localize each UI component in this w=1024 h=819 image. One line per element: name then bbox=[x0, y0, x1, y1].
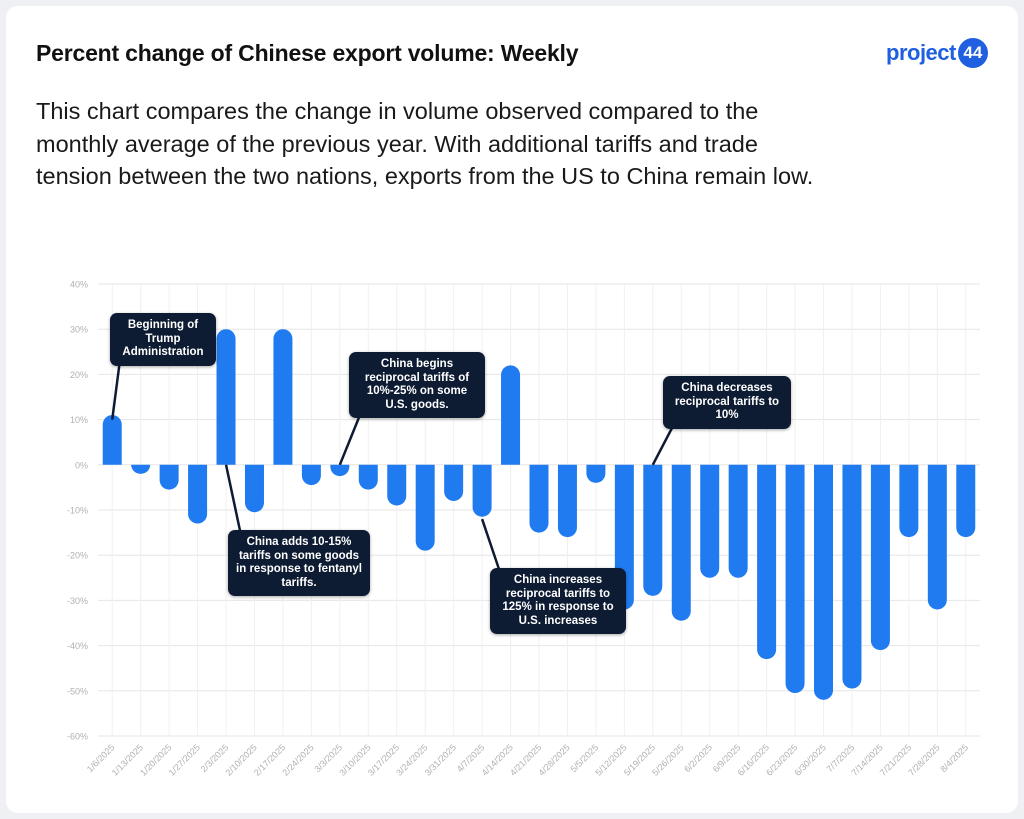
bar-6-9-2025 bbox=[728, 464, 748, 578]
y-tick-label: -10% bbox=[67, 506, 88, 516]
bar-7-7-2025 bbox=[842, 464, 862, 689]
bar-7-14-2025 bbox=[870, 464, 890, 651]
bar-2-17-2025 bbox=[273, 329, 293, 465]
bar-7-28-2025 bbox=[927, 464, 947, 610]
callout-pointer bbox=[651, 427, 674, 466]
project44-logo: project 44 bbox=[886, 38, 988, 68]
bar-1-6-2025 bbox=[102, 415, 122, 465]
bar-3-10-2025 bbox=[358, 464, 378, 490]
x-tick-label: 2/24/2025 bbox=[280, 742, 315, 777]
callout-pointer bbox=[110, 359, 122, 420]
bar-3-31-2025 bbox=[444, 464, 464, 501]
logo-text: project bbox=[886, 40, 956, 65]
bar-4-28-2025 bbox=[557, 464, 577, 538]
bar-5-26-2025 bbox=[671, 464, 691, 621]
bar-2-3-2025 bbox=[216, 329, 236, 465]
bar-5-5-2025 bbox=[586, 464, 606, 483]
logo-badge: 44 bbox=[957, 38, 988, 68]
bar-6-30-2025 bbox=[814, 464, 834, 700]
callout-tariffs-decrease-10: China decreases reciprocal tariffs to 10… bbox=[663, 376, 791, 429]
bar-1-20-2025 bbox=[159, 464, 179, 490]
bar-3-3-2025 bbox=[330, 464, 350, 477]
callout-tariffs-increase-125: China increases reciprocal tariffs to 12… bbox=[490, 568, 626, 634]
bar-6-2-2025 bbox=[700, 464, 720, 578]
y-tick-label: -50% bbox=[67, 686, 88, 696]
x-tick-label: 8/4/2025 bbox=[938, 742, 970, 774]
callout-reciprocal-tariffs-begin: China begins reciprocal tariffs of 10%-2… bbox=[349, 352, 485, 418]
bar-1-27-2025 bbox=[188, 464, 208, 524]
x-tick-label: 7/28/2025 bbox=[906, 742, 941, 777]
x-tick-label: 4/28/2025 bbox=[536, 742, 571, 777]
callout-trump-administration: Beginning of Trump Administration bbox=[110, 313, 216, 366]
bar-7-21-2025 bbox=[899, 464, 919, 538]
y-tick-label: 20% bbox=[70, 370, 88, 380]
x-tick-label: 5/26/2025 bbox=[650, 742, 685, 777]
chart-description: This chart compares the change in volume… bbox=[36, 98, 814, 189]
callout-fentanyl-tariffs: China adds 10-15% tariffs on some goods … bbox=[228, 530, 370, 596]
x-tick-label: 1/27/2025 bbox=[167, 742, 202, 777]
bar-8-4-2025 bbox=[956, 464, 976, 538]
y-tick-label: 40% bbox=[70, 280, 88, 290]
bar-2-24-2025 bbox=[301, 464, 321, 486]
y-tick-label: 10% bbox=[70, 415, 88, 425]
bar-1-13-2025 bbox=[131, 464, 151, 474]
y-tick-label: 30% bbox=[70, 325, 88, 335]
y-tick-label: -20% bbox=[67, 551, 88, 561]
bar-4-7-2025 bbox=[472, 464, 492, 517]
bar-4-21-2025 bbox=[529, 464, 549, 533]
y-tick-label: -30% bbox=[67, 596, 88, 606]
bar-3-17-2025 bbox=[387, 464, 407, 506]
x-tick-label: 6/2/2025 bbox=[682, 742, 714, 774]
y-tick-label: -40% bbox=[67, 641, 88, 651]
x-tick-label: 3/31/2025 bbox=[423, 742, 458, 777]
bar-2-10-2025 bbox=[244, 464, 264, 513]
chart-title: Percent change of Chinese export volume:… bbox=[36, 40, 579, 66]
y-tick-label: 0% bbox=[75, 460, 88, 470]
x-tick-label: 6/30/2025 bbox=[793, 742, 828, 777]
callout-pointer bbox=[338, 409, 364, 466]
y-tick-label: -60% bbox=[67, 732, 88, 742]
bar-3-24-2025 bbox=[415, 464, 435, 551]
callout-pointer bbox=[224, 464, 244, 541]
bar-5-19-2025 bbox=[643, 464, 663, 596]
bar-4-14-2025 bbox=[501, 365, 521, 465]
bar-6-23-2025 bbox=[785, 464, 805, 694]
bar-6-16-2025 bbox=[757, 464, 777, 660]
